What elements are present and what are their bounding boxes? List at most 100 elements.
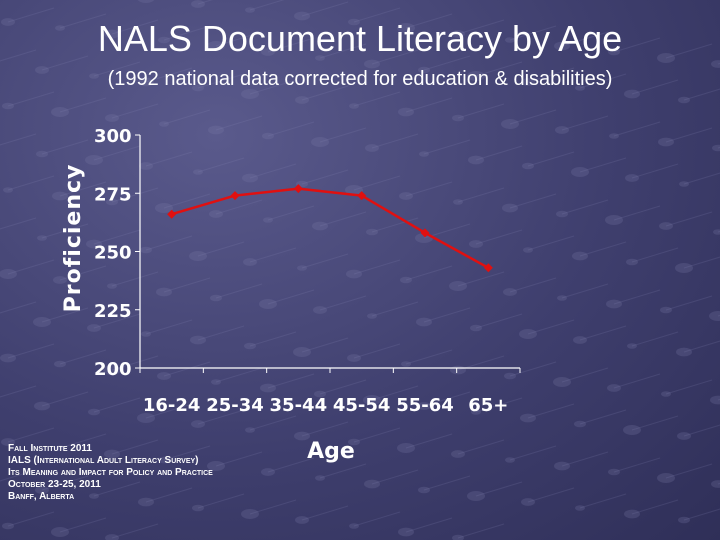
background-line [475, 397, 523, 413]
background-line [301, 421, 349, 437]
background-dot [660, 306, 672, 314]
background-dot [365, 144, 379, 152]
background-line [319, 295, 367, 311]
background-line [371, 217, 419, 233]
background-dot [399, 192, 413, 200]
background-dot [521, 78, 535, 86]
background-dot [243, 258, 257, 266]
background-dot [0, 353, 16, 363]
background-line [475, 229, 523, 245]
background-line [405, 517, 453, 533]
background-line [41, 307, 89, 323]
background-line [93, 61, 141, 77]
background-line [665, 127, 713, 143]
background-dot [453, 199, 463, 205]
background-dot [89, 73, 99, 79]
background-dot [105, 114, 119, 122]
background-line [457, 103, 505, 119]
background-line [665, 211, 713, 227]
background-line [163, 193, 211, 209]
y-tick-label: 275 [94, 184, 132, 205]
background-dot [366, 228, 378, 236]
background-line [0, 469, 37, 482]
background-line [353, 7, 401, 23]
background-dot [626, 258, 638, 266]
background-line [579, 409, 627, 425]
background-dot [661, 391, 671, 397]
background-line [215, 451, 263, 467]
background-dot [557, 295, 567, 301]
background-line [59, 517, 107, 533]
background-line [249, 247, 297, 263]
background-dot [609, 133, 619, 139]
background-line [267, 121, 315, 137]
background-dot [712, 144, 720, 152]
background-dot [36, 150, 48, 158]
background-dot [608, 468, 620, 476]
background-dot [555, 126, 569, 134]
background-line [59, 181, 107, 197]
background-line [41, 223, 89, 239]
background-line [249, 499, 297, 515]
background-line [457, 439, 505, 455]
background-line [93, 481, 141, 497]
background-dot [314, 390, 326, 398]
background-line [579, 325, 627, 341]
background-dot [89, 493, 99, 499]
background-dot [521, 498, 535, 506]
background-dot [294, 11, 310, 21]
background-line [111, 103, 159, 119]
background-dot [141, 331, 151, 337]
background-dot [157, 372, 171, 380]
background-line [683, 508, 720, 521]
background-dot [505, 37, 515, 43]
background-line [631, 415, 679, 431]
background-dot [505, 457, 515, 463]
background-line [163, 277, 211, 293]
background-dot [470, 324, 482, 332]
background-line [475, 313, 523, 329]
background-dot [418, 66, 430, 74]
background-line [423, 55, 471, 71]
background-dot [573, 336, 587, 344]
background-line [41, 139, 89, 155]
background-line [457, 271, 505, 287]
background-line [561, 199, 609, 215]
background-line [405, 349, 453, 365]
background-line [683, 256, 720, 269]
background-line [319, 379, 367, 395]
background-dot [295, 96, 309, 104]
background-dot [293, 347, 311, 357]
footer-credits: Fall Institute 2011 IALS (International … [8, 443, 213, 503]
background-dot [207, 41, 225, 51]
background-line [301, 85, 349, 101]
background-line [319, 127, 367, 143]
background-line [631, 499, 679, 515]
x-category-label: 45-54 [333, 395, 391, 416]
background-line [509, 193, 557, 209]
background-line [197, 73, 245, 89]
background-line [423, 139, 471, 155]
background-line [197, 157, 245, 173]
background-dot [571, 167, 589, 177]
background-dot [191, 420, 205, 428]
background-dot [262, 132, 274, 140]
background-dot [348, 18, 360, 26]
background-dot [88, 408, 100, 416]
background-line [371, 469, 419, 485]
background-dot [419, 151, 429, 157]
background-dot [553, 377, 571, 387]
background-dot [346, 269, 362, 279]
background-dot [501, 119, 519, 129]
background-dot [364, 479, 380, 489]
background-line [475, 145, 523, 161]
background-dot [241, 89, 259, 99]
background-line [371, 49, 419, 65]
background-line [579, 241, 627, 257]
background-line [405, 265, 453, 281]
background-line [301, 337, 349, 353]
background-dot [367, 313, 377, 319]
background-line [93, 145, 141, 161]
background-dot [244, 342, 256, 350]
background-line [561, 451, 609, 467]
